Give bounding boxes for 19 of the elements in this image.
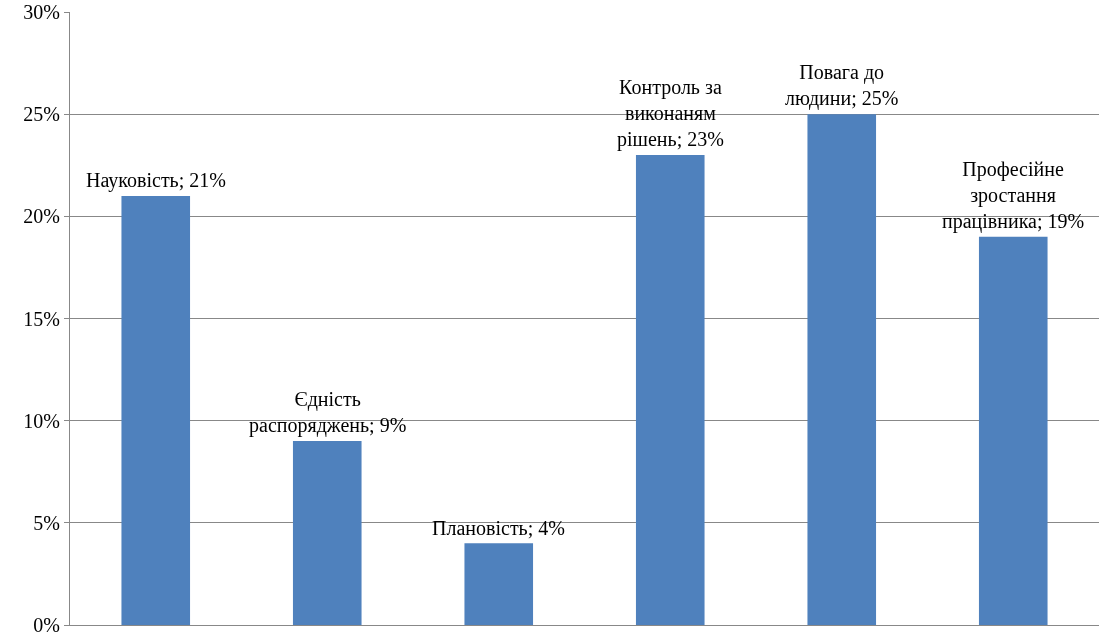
y-tick-label: 10% [23,409,60,432]
y-tick-label: 20% [23,205,60,228]
y-tick-label: 5% [33,511,60,534]
data-label: Єдність распоряджень; 9% [249,388,407,437]
y-tick-label: 25% [23,103,60,126]
y-tick-label: 0% [33,614,60,636]
bar [121,195,191,625]
bar [292,441,362,625]
bar [978,236,1048,625]
bar [464,543,534,625]
data-label: Контроль за виконаням рішень; 23% [617,76,724,151]
y-tick-label: 15% [23,307,60,330]
bar [807,114,877,625]
y-tick-label: 30% [23,1,60,23]
data-label: Науковість; 21% [86,169,226,192]
bar [635,155,705,625]
data-label: Повага до людини; 25% [785,61,899,110]
data-label: Плановість; 4% [432,517,565,539]
data-label: Професійне зростання працівника; 19% [942,158,1085,233]
